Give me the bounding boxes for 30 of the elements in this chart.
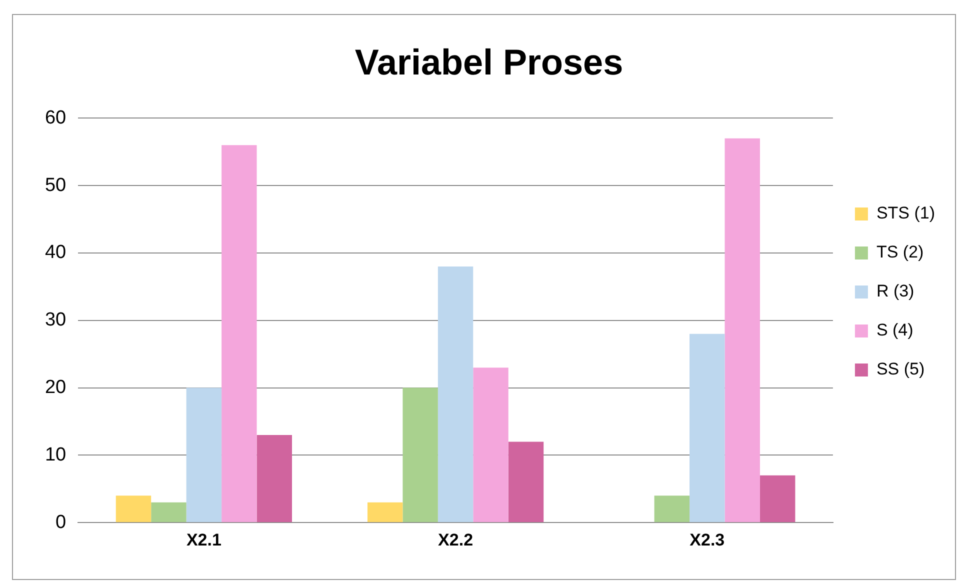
bar	[760, 475, 796, 522]
x-tick-label: X2.3	[690, 530, 725, 550]
y-tick-label: 40	[44, 242, 66, 264]
y-tick-label: 60	[44, 107, 66, 128]
legend-label: R (3)	[876, 282, 914, 301]
bar	[508, 442, 544, 522]
bar	[724, 138, 760, 522]
legend-label: TS (2)	[876, 242, 924, 262]
legend-label: SS (5)	[876, 360, 925, 379]
legend-label: STS (1)	[876, 204, 935, 223]
y-tick-label: 30	[44, 310, 66, 331]
y-tick-label: 20	[44, 377, 66, 398]
chart-title: Variabel Proses	[354, 42, 624, 83]
bar	[186, 388, 222, 522]
y-tick-label: 50	[44, 174, 66, 196]
bar	[690, 334, 725, 522]
bar	[402, 388, 438, 522]
bar	[256, 434, 292, 522]
bar	[473, 368, 508, 522]
legend-label: S (4)	[876, 320, 914, 340]
bar	[654, 496, 690, 522]
bar	[367, 502, 403, 522]
bar	[222, 145, 257, 522]
bar	[151, 502, 186, 522]
x-tick-label: X2.1	[186, 530, 222, 550]
y-tick-label: 0	[56, 512, 66, 533]
bar	[116, 496, 152, 522]
bar	[438, 266, 474, 522]
x-tick-label: X2.2	[438, 530, 474, 550]
y-tick-label: 10	[44, 444, 66, 466]
